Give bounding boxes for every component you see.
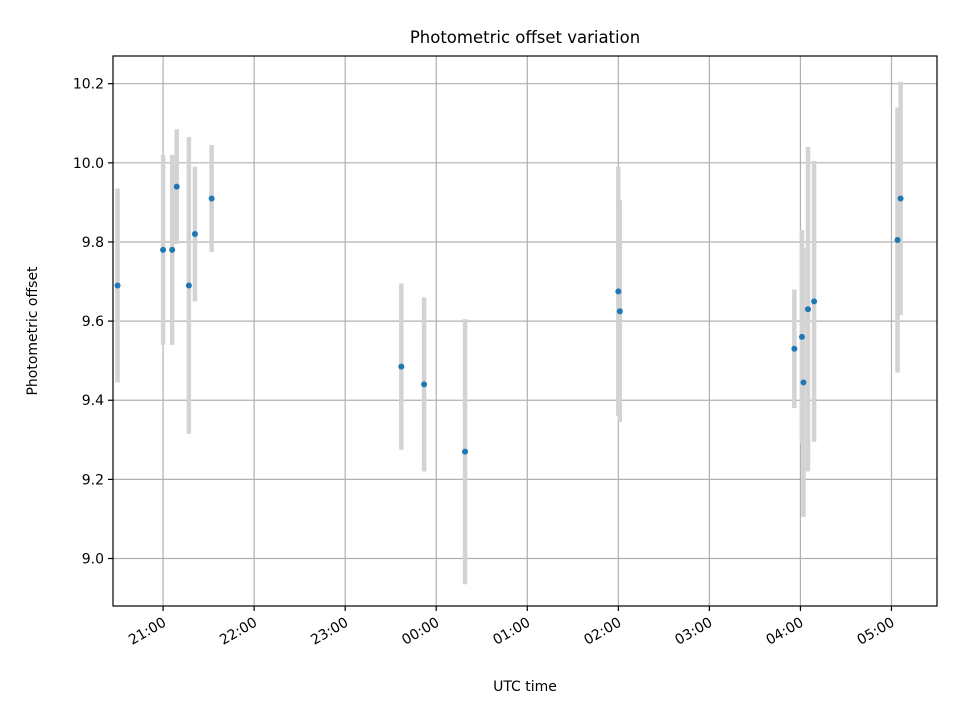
data-point xyxy=(462,448,469,455)
data-point xyxy=(421,381,428,388)
data-point xyxy=(791,345,798,352)
data-point xyxy=(805,306,812,313)
data-point xyxy=(615,288,622,295)
y-tick-label: 9.2 xyxy=(82,472,104,488)
chart-title: Photometric offset variation xyxy=(410,28,640,47)
y-tick-label: 9.8 xyxy=(82,235,104,251)
data-point xyxy=(114,282,121,289)
y-tick-label: 10.2 xyxy=(73,77,104,93)
data-points xyxy=(114,183,904,455)
data-point xyxy=(897,195,904,202)
data-point xyxy=(811,298,818,305)
y-axis-label: Photometric offset xyxy=(25,266,41,396)
data-point xyxy=(616,308,623,315)
data-point xyxy=(173,183,180,190)
data-point xyxy=(800,379,807,386)
data-point xyxy=(185,282,192,289)
y-tick-label: 9.0 xyxy=(82,552,104,568)
grid xyxy=(113,56,937,606)
data-point xyxy=(160,246,167,253)
y-axis-ticks: 9.0 9.2 9.4 9.6 9.8 10.0 10.2 xyxy=(73,77,113,568)
y-tick-label: 9.6 xyxy=(82,314,104,330)
plot-frame xyxy=(112,55,938,607)
y-tick-label: 9.4 xyxy=(82,393,104,409)
data-point xyxy=(191,231,198,238)
data-point xyxy=(398,363,405,370)
data-point xyxy=(169,246,176,253)
data-point xyxy=(798,333,805,340)
y-tick-label: 10.0 xyxy=(73,156,104,172)
x-axis-label: UTC time xyxy=(493,679,557,695)
data-point xyxy=(208,195,215,202)
data-point xyxy=(894,236,901,243)
